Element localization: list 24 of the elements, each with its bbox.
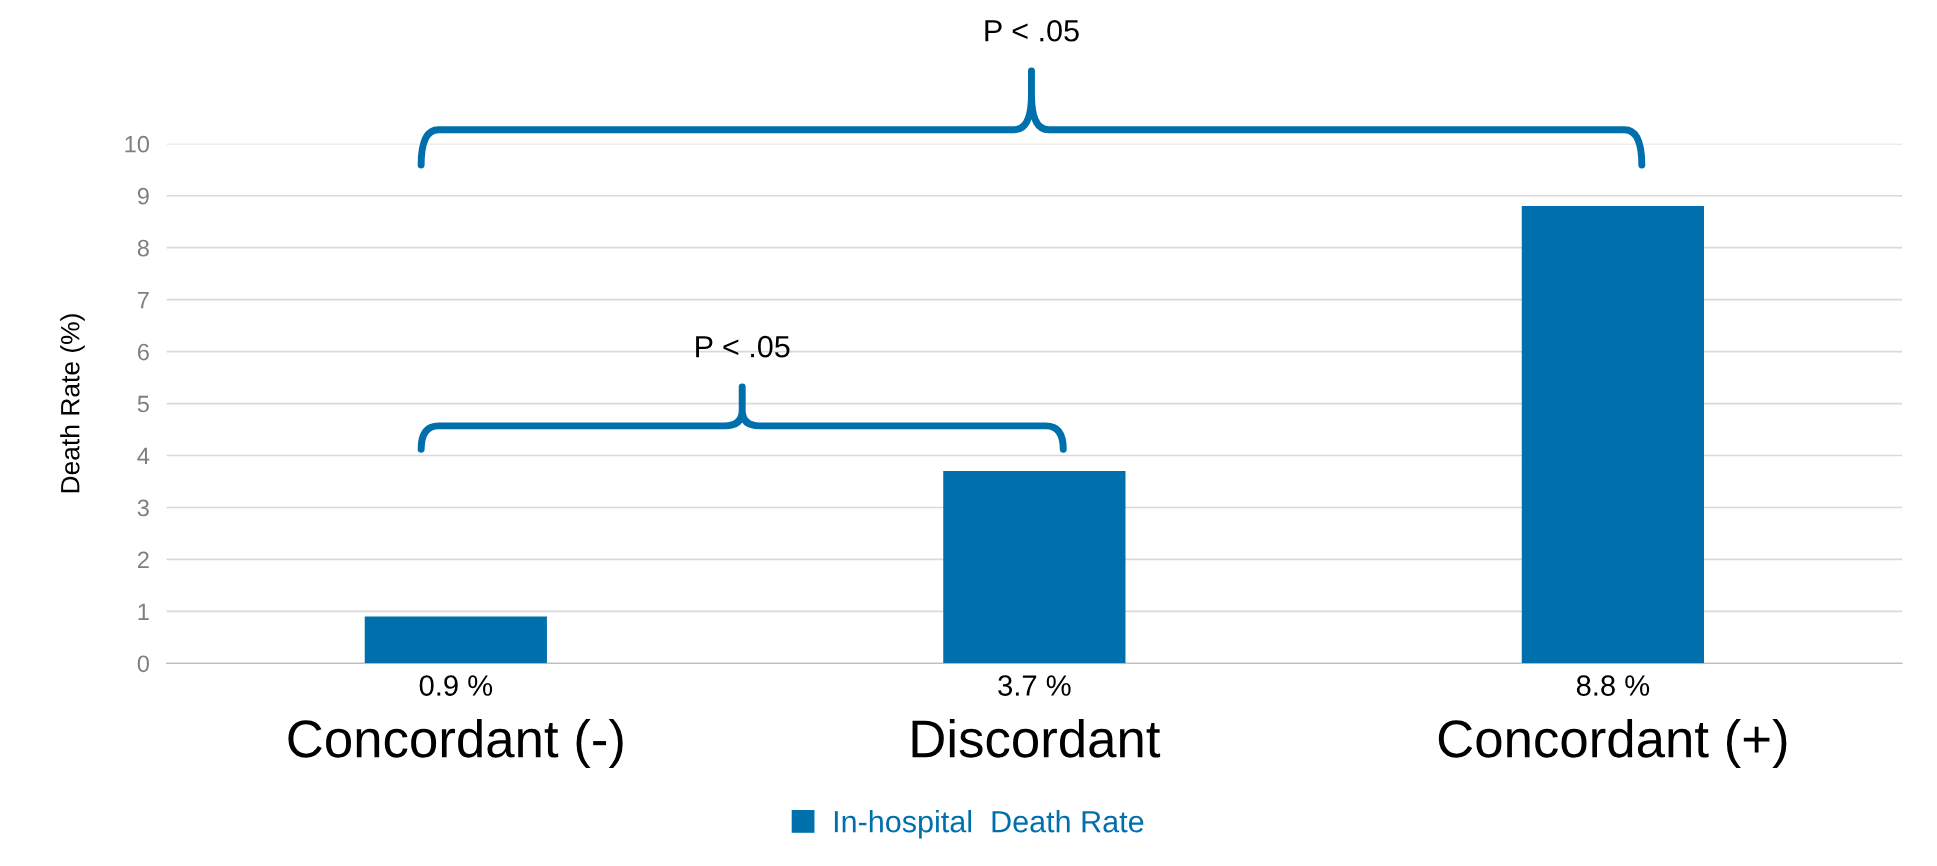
y-tick-label: 0 [137, 655, 149, 673]
x-tick-label: Discordant [912, 718, 1161, 758]
y-tick-label: 2 [137, 551, 149, 568]
y-tick-label: 4 [137, 447, 150, 465]
bar [943, 471, 1126, 664]
y-tick-label: 3 [137, 499, 149, 517]
data-label: 0.9 % [419, 675, 493, 696]
bar [364, 616, 547, 664]
y-tick-label: 6 [137, 343, 149, 361]
legend-label: In-hospital Death Rate [834, 810, 1144, 839]
y-tick-label: 1 [138, 603, 149, 620]
data-label: 8.8 % [1576, 675, 1650, 696]
y-axis-title: Death Rate (%) [60, 314, 85, 493]
y-tick-label: 7 [138, 291, 149, 309]
bar [1521, 206, 1704, 664]
x-tick-label: Concordant (-) [288, 718, 623, 769]
data-label: 3.7 % [998, 675, 1071, 696]
annotation: P < .05 [696, 335, 790, 358]
x-tick-label: Concordant (+) [1438, 718, 1787, 769]
text: P < .05 [985, 19, 1079, 42]
y-tick-label: 9 [137, 187, 149, 205]
y-tick-label: 10 [125, 135, 149, 153]
y-tick-label: 8 [137, 239, 149, 257]
y-tick-label: 5 [137, 395, 149, 413]
